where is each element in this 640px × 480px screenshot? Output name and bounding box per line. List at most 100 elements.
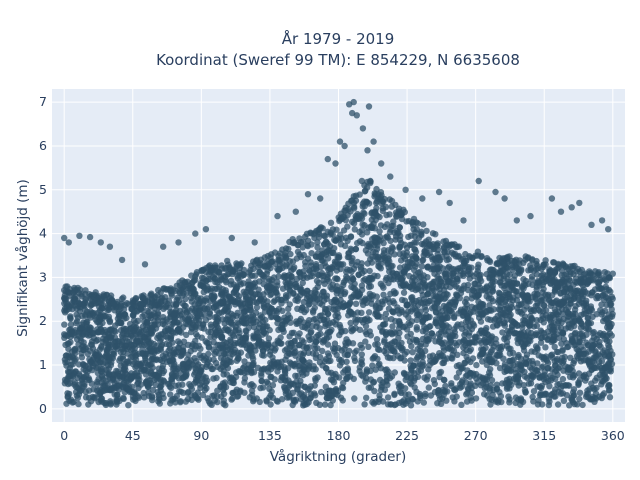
- data-point: [381, 254, 389, 262]
- data-point: [83, 319, 90, 326]
- data-point: [487, 401, 494, 408]
- data-point: [336, 254, 343, 261]
- data-point: [357, 316, 364, 324]
- data-point: [453, 385, 460, 392]
- data-point: [409, 306, 416, 313]
- data-point: [253, 256, 261, 263]
- data-point: [451, 313, 458, 320]
- data-point: [397, 276, 405, 283]
- data-point: [455, 310, 462, 317]
- data-point: [471, 339, 479, 346]
- data-point: [518, 366, 526, 374]
- data-point: [435, 282, 443, 290]
- data-point: [248, 350, 255, 357]
- data-point: [556, 315, 563, 323]
- data-point: [80, 361, 87, 369]
- data-point: [321, 401, 329, 408]
- data-point: [311, 382, 318, 389]
- data-point: [130, 328, 137, 335]
- data-point: [260, 352, 267, 359]
- data-point: [473, 361, 480, 369]
- data-point: [108, 386, 115, 394]
- data-point: [580, 322, 587, 330]
- data-point: [345, 250, 352, 257]
- data-point: [463, 391, 470, 398]
- data-point: [64, 301, 71, 308]
- data-point: [197, 279, 204, 287]
- data-point: [96, 307, 104, 314]
- data-point: [358, 351, 365, 358]
- data-point: [321, 241, 328, 248]
- data-point: [468, 291, 476, 298]
- data-point: [176, 279, 183, 286]
- data-point: [487, 316, 494, 323]
- data-point: [294, 297, 301, 305]
- data-point: [601, 364, 609, 371]
- data-point: [321, 259, 328, 267]
- data-point: [315, 234, 323, 241]
- data-point: [200, 325, 208, 332]
- data-point: [188, 284, 196, 291]
- data-point: [542, 261, 549, 268]
- data-point: [599, 292, 606, 299]
- data-point: [586, 358, 594, 365]
- data-point: [167, 400, 174, 407]
- data-point: [550, 299, 558, 307]
- data-point: [521, 297, 528, 304]
- data-point: [240, 314, 247, 322]
- data-point: [380, 321, 387, 328]
- data-point: [313, 399, 320, 406]
- data-point: [565, 276, 573, 283]
- data-point: [350, 199, 358, 206]
- data-point: [90, 310, 98, 317]
- data-point: [327, 219, 335, 226]
- data-point: [234, 284, 241, 291]
- data-point: [540, 330, 548, 337]
- data-point: [333, 267, 340, 274]
- data-point: [317, 263, 324, 271]
- data-point: [474, 267, 482, 275]
- data-point: [279, 307, 286, 314]
- data-point: [582, 350, 590, 357]
- data-point: [559, 310, 566, 317]
- data-point: [306, 359, 313, 366]
- data-point: [256, 298, 263, 305]
- data-point: [95, 294, 102, 301]
- data-point: [137, 381, 145, 388]
- data-point: [592, 377, 599, 384]
- data-point: [73, 336, 81, 343]
- data-point: [85, 332, 92, 339]
- data-point: [440, 243, 448, 251]
- data-point: [437, 311, 444, 318]
- data-point: [523, 360, 530, 367]
- data-point: [275, 364, 282, 371]
- data-point: [494, 322, 501, 329]
- data-point: [325, 247, 332, 254]
- data-point: [188, 272, 195, 279]
- data-point: [495, 397, 502, 404]
- data-point: [486, 336, 493, 343]
- data-point: [93, 318, 101, 326]
- data-point: [135, 329, 143, 336]
- data-point: [255, 333, 262, 341]
- data-point: [436, 369, 443, 376]
- data-point: [141, 341, 148, 349]
- data-point: [200, 289, 207, 296]
- data-point: [377, 189, 385, 196]
- data-point: [581, 307, 588, 314]
- data-point: [167, 391, 174, 398]
- data-point: [538, 373, 546, 381]
- data-point: [490, 306, 497, 313]
- data-point: [426, 250, 433, 257]
- data-point: [514, 321, 521, 329]
- data-point: [294, 333, 302, 340]
- data-point: [387, 237, 394, 245]
- data-point: [409, 395, 416, 403]
- data-point: [529, 393, 536, 401]
- data-point: [423, 227, 430, 235]
- data-point: [396, 310, 403, 317]
- data-point: [86, 347, 94, 354]
- data-point: [453, 374, 460, 381]
- data-point: [381, 223, 389, 231]
- data-point: [426, 297, 433, 304]
